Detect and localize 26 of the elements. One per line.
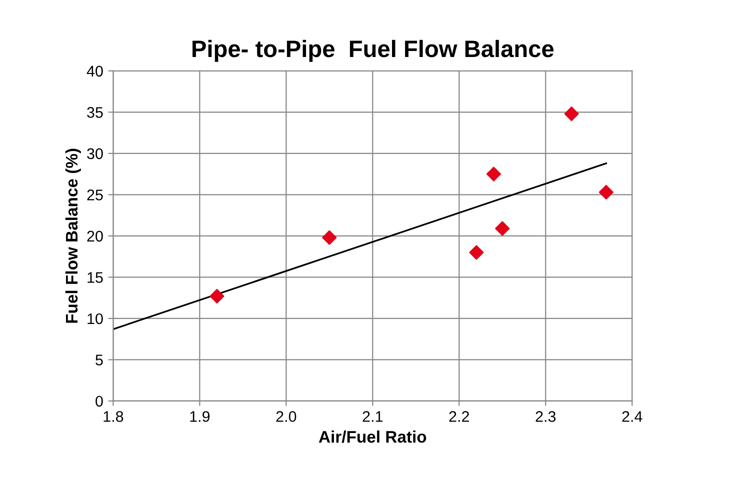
y-tick-label: 40 bbox=[86, 66, 103, 77]
y-axis-title: Fuel Flow Balance (%) bbox=[65, 148, 81, 323]
x-tick-label: 2.2 bbox=[449, 411, 469, 422]
x-axis-title: Air/Fuel Ratio bbox=[318, 430, 426, 443]
y-tick-label: 15 bbox=[88, 272, 103, 283]
y-tick-label: 5 bbox=[96, 354, 103, 366]
y-tick-label: 0 bbox=[96, 396, 103, 407]
point bbox=[469, 245, 484, 260]
point bbox=[598, 184, 614, 200]
y-tick-label: 35 bbox=[87, 107, 103, 118]
x-tick-label: 1.8 bbox=[104, 411, 124, 422]
y-tick-label: 25 bbox=[87, 190, 103, 200]
x-tick-label: 2.0 bbox=[276, 411, 296, 422]
chart-title: Pipe- to-Pipe Fuel Flow Balance bbox=[192, 40, 554, 62]
x-tick-label: 2.1 bbox=[362, 411, 383, 422]
x-tick-label: 1.9 bbox=[190, 411, 210, 422]
point bbox=[495, 221, 510, 236]
point bbox=[210, 288, 224, 304]
point bbox=[564, 106, 579, 122]
y-tick-label: 30 bbox=[87, 148, 103, 160]
x-tick-label: 2.4 bbox=[622, 411, 642, 422]
point bbox=[322, 230, 337, 245]
y-tick-label: 10 bbox=[88, 313, 103, 324]
x-tick-label: 2.3 bbox=[536, 411, 556, 422]
y-tick-label: 20 bbox=[87, 230, 103, 242]
point bbox=[486, 166, 502, 182]
